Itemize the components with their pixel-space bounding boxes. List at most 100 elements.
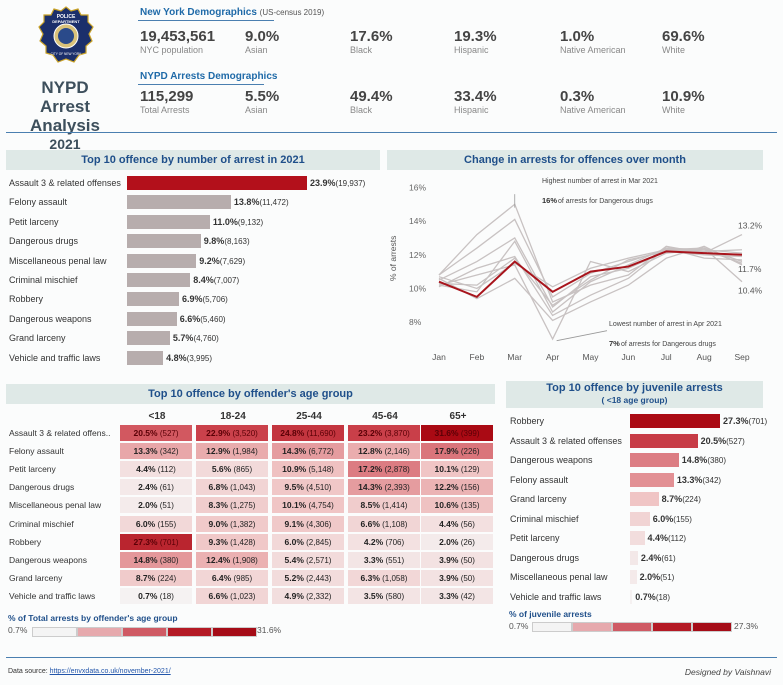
stat-label: Asian [245, 45, 268, 55]
stat-ny-1: 9.0% Asian [245, 28, 279, 55]
y-tick-label: 8% [409, 317, 422, 327]
heatmap-cell: 27.3% (701) [120, 533, 192, 550]
bar [127, 214, 210, 229]
heatmap-cell-count: (2,571) [306, 555, 332, 565]
heatmap-row-label: Miscellaneous penal law [9, 500, 102, 511]
heatmap-cell-pct: 8.7% [135, 572, 156, 583]
bar-category-label: Robbery [9, 294, 44, 305]
bar-pct: 13.3% [676, 474, 703, 485]
bar [127, 350, 164, 365]
bar-value-label: 14.8%(380) [682, 455, 726, 465]
bar-pct: 8.7% [661, 494, 683, 504]
heatmap-cell: 3.9% (50) [421, 569, 493, 586]
heatmap-row-label: Felony assault [9, 446, 64, 457]
heatmap-cell-count: (1,275) [230, 501, 256, 511]
heatmap-cell: 6.8% (1,043) [196, 479, 268, 496]
heatmap-cell-count: (135) [460, 501, 480, 511]
annotation-low-line1: Lowest number of arrest in Apr 2021 [609, 321, 722, 328]
heatmap-cell: 14.3% (6,772) [272, 443, 344, 460]
bar-category-label: Dangerous drugs [9, 236, 79, 247]
x-tick-label: Jul [661, 352, 672, 362]
heatmap-cell-count: (2,146) [384, 447, 410, 457]
logo-text-bottom: CITY OF NEW YORK [51, 52, 83, 56]
heatmap-cell-count: (112) [157, 465, 176, 475]
heatmap-cell-pct: 31.6% [434, 428, 459, 438]
series-line-other [438, 247, 743, 317]
stat-arrest-2: 49.4% Black [350, 88, 393, 115]
juvenile-legend-swatch [612, 622, 652, 632]
series-line-other [438, 237, 743, 308]
heatmap-cell: 2.4% (61) [120, 479, 192, 496]
heatmap-cell: 9.0% (1,382) [196, 515, 268, 532]
heatmap-cell-count: (4,306) [306, 519, 332, 529]
y-tick-label: 16% [409, 182, 426, 192]
stat-ny-4: 1.0% Native American [560, 28, 626, 55]
heatmap-cell-pct: 3.3% [439, 590, 459, 601]
bar-row: Petit larceny 4.4%(112) [510, 530, 765, 548]
bar [127, 331, 170, 346]
bar-pct: 6.0% [652, 513, 674, 524]
bar-count: (51) [660, 573, 675, 582]
annotation-high-rest: of arrests for Dangerous drugs [558, 198, 653, 205]
heatmap-cell-pct: 6.3% [360, 572, 380, 583]
bar [630, 570, 637, 584]
bar-pct: 0.7% [635, 591, 656, 602]
bar-count: (5,460) [200, 314, 226, 324]
heatmap-cell-pct: 17.2% [358, 464, 383, 475]
heatmap-cell-pct: 2.0% [138, 500, 158, 511]
heatmap-cell: 9.3% (1,428) [196, 533, 268, 550]
bar [630, 589, 633, 604]
heatmap-cell: 6.0% (2,845) [272, 533, 344, 550]
arrest-demographics-heading: NYPD Arrests Demographics [140, 71, 277, 82]
heatmap-cell-count: (1,984) [232, 447, 258, 457]
heatmap-cell-pct: 14.3% [358, 482, 383, 493]
bar-pct: 2.0% [639, 572, 661, 582]
bar-value-label: 27.3%(701) [723, 416, 767, 426]
bar-value-label: 4.4%(112) [648, 533, 687, 543]
bar-value-label: 8.4%(7,007) [193, 275, 239, 285]
heatmap-cell: 6.4% (985) [196, 569, 268, 586]
bar-row: Assault 3 & related offenses 20.5%(527) [510, 433, 765, 451]
heatmap-cell-pct: 5.6% [211, 464, 232, 475]
bar-count: (112) [668, 534, 687, 543]
stat-label: Black [350, 45, 373, 55]
monthly-change-title: Change in arrests for offences over mont… [387, 150, 763, 170]
heatmap-row-label: Vehicle and traffic laws [9, 590, 96, 601]
bar [127, 234, 201, 249]
heatmap-cell-count: (155) [157, 519, 177, 529]
bar-row: Grand larceny 5.7%(4,760) [9, 330, 381, 348]
bar-row: Miscellaneous penal law 2.0%(51) [510, 569, 765, 587]
series-line-dangerous-drugs [438, 250, 743, 299]
heatmap-cell: 8.5% (1,414) [348, 497, 420, 514]
stat-label: Hispanic [454, 105, 489, 115]
stat-value: 5.5% [245, 88, 280, 105]
heatmap-cell-pct: 10.9% [282, 464, 307, 475]
heatmap-cell-count: (3,520) [232, 429, 258, 438]
heatmap-cell-pct: 24.8% [280, 428, 305, 438]
bar-count: (342) [702, 475, 722, 485]
bar-pct: 2.4% [640, 552, 662, 563]
data-source-label: Data source: [8, 668, 48, 675]
bar [630, 433, 698, 448]
heatmap-cell-count: (5,148) [308, 465, 334, 475]
bar [630, 472, 674, 487]
ny-heading-sub: (US-census 2019) [259, 8, 325, 17]
bar-count: (11,472) [259, 198, 289, 208]
bar-count: (9,132) [237, 217, 264, 227]
heatmap-cell: 4.4% (112) [120, 461, 192, 478]
top10-offence-title: Top 10 offence by number of arrest in 20… [6, 150, 380, 170]
bar-count: (8,163) [224, 237, 250, 247]
age-legend-swatch [32, 627, 77, 637]
juvenile-legend-swatch [532, 622, 572, 632]
data-source-link[interactable]: https://envxdata.co.uk/november-2021/ [49, 668, 171, 675]
logo-text-mid: DEPARTMENT [52, 19, 80, 24]
heatmap-cell: 23.2% (3,870) [348, 425, 420, 441]
bar-value-label: 6.6%(5,460) [180, 314, 226, 324]
bar-category-label: Felony assault [9, 197, 68, 208]
y-tick-label: 10% [409, 283, 426, 293]
heatmap-cell-count: (56) [460, 519, 475, 529]
heatmap-cell: 14.8% (380) [120, 551, 192, 568]
heatmap-cell-pct: 4.2% [363, 536, 384, 547]
bar-category-label: Assault 3 & related offenses [510, 435, 622, 446]
heatmap-cell-pct: 3.9% [439, 554, 459, 565]
